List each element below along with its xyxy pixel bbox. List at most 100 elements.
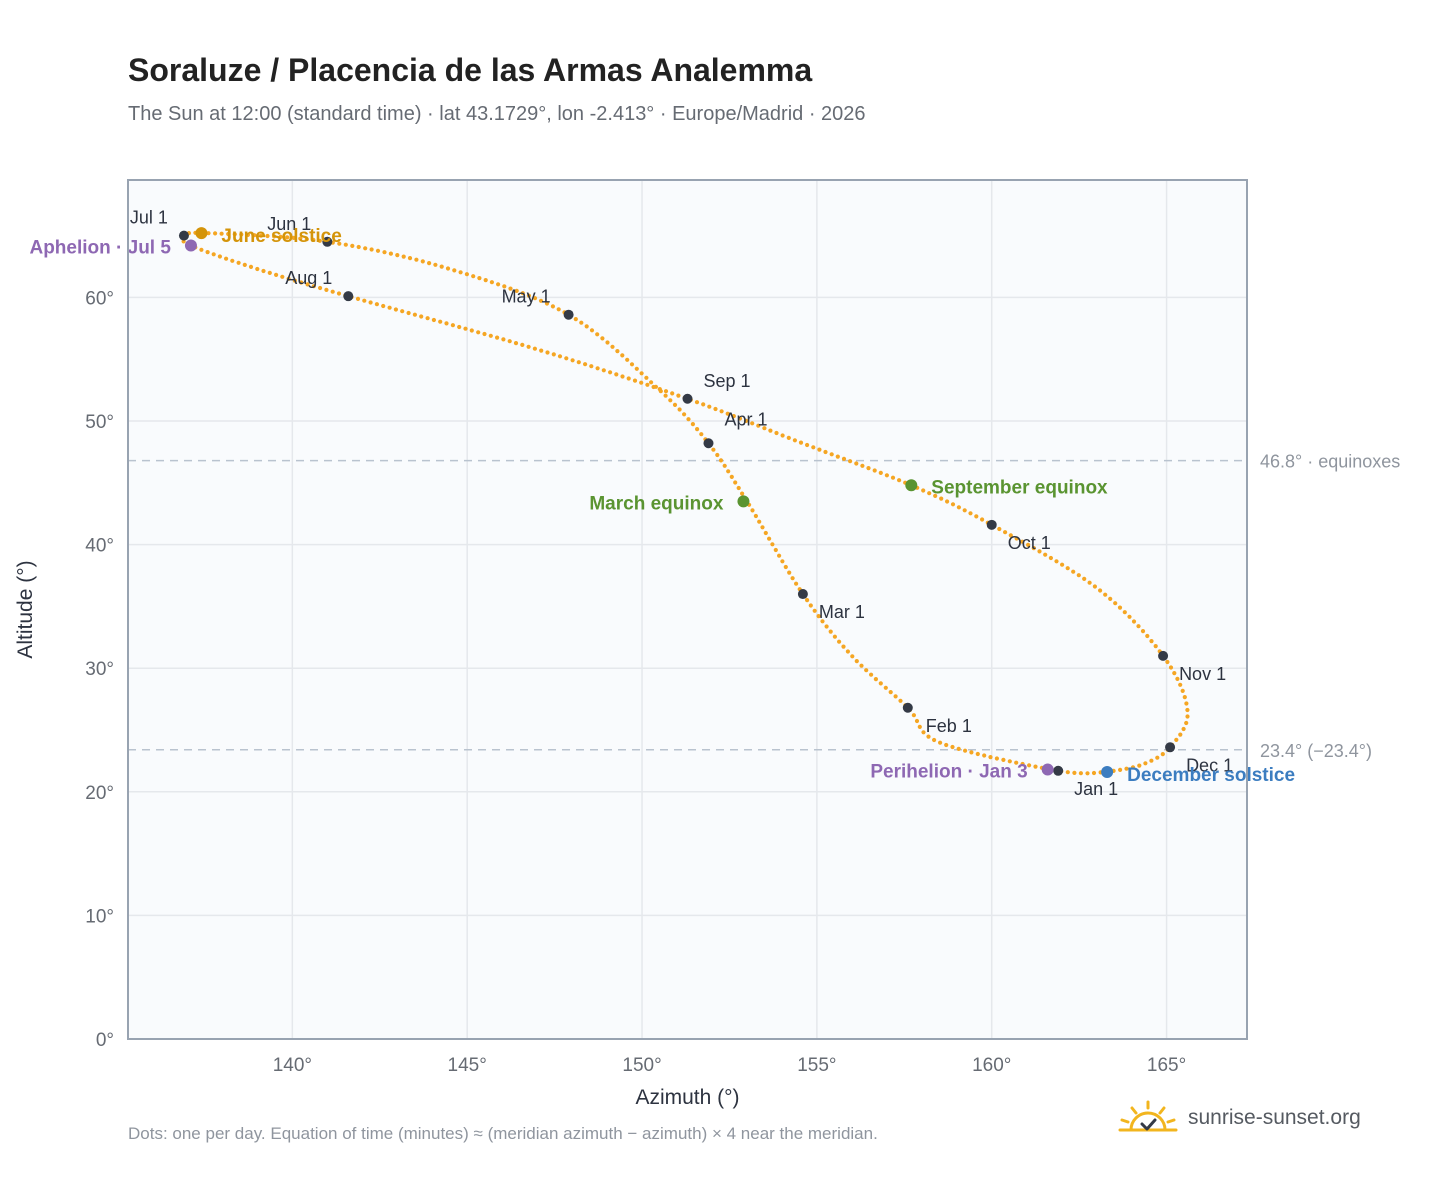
y-tick-label: 30° [85, 659, 114, 680]
day-dot [682, 412, 687, 417]
month-label: Feb 1 [926, 716, 972, 736]
day-dot [774, 430, 779, 436]
day-dot [556, 307, 561, 312]
day-dot [1137, 763, 1142, 768]
day-dot [722, 463, 727, 468]
day-dot [780, 433, 785, 438]
day-dot [324, 287, 329, 292]
day-dot [994, 756, 1000, 761]
day-dot [1160, 752, 1165, 757]
day-dot [768, 428, 773, 433]
day-dot [715, 452, 720, 458]
day-dot [595, 332, 600, 337]
y-tick-label: 10° [85, 906, 114, 927]
month-marker [986, 519, 997, 530]
special-point [195, 227, 208, 240]
day-dot [670, 391, 675, 396]
day-dot [921, 730, 926, 735]
day-dot [520, 342, 525, 347]
day-dot [1026, 542, 1031, 548]
day-dot [859, 663, 864, 668]
day-dot [828, 629, 833, 634]
month-label: Jan 1 [1074, 779, 1118, 799]
day-dot [419, 314, 424, 319]
day-dot [265, 233, 270, 239]
day-dot [890, 475, 896, 480]
day-dot [663, 393, 668, 398]
day-dot [393, 307, 398, 312]
special-point [1101, 766, 1114, 779]
day-dot [507, 339, 512, 344]
day-dot [1178, 682, 1183, 687]
day-dot [477, 276, 482, 281]
day-dot [926, 734, 931, 739]
day-dot [1071, 569, 1076, 574]
day-dot [845, 649, 851, 654]
day-dot [1060, 562, 1065, 567]
day-dot [783, 564, 788, 570]
day-dot [337, 241, 342, 246]
day-dot [1082, 576, 1087, 582]
month-label: May 1 [502, 287, 551, 307]
day-dot [286, 276, 291, 281]
special-point [737, 495, 750, 508]
footnote: Dots: one per day. Equation of time (min… [128, 1124, 878, 1143]
day-dot [657, 387, 662, 392]
y-tick-label: 0° [96, 1030, 114, 1051]
day-dot [601, 368, 606, 373]
day-dot [726, 469, 731, 474]
day-dot [740, 491, 745, 496]
day-dot [744, 418, 749, 423]
day-dot [974, 514, 979, 519]
x-tick-label: 160° [972, 1055, 1011, 1076]
month-label: Nov 1 [1179, 664, 1226, 684]
day-dot [639, 380, 644, 385]
day-dot [812, 608, 817, 613]
day-dot [469, 328, 474, 333]
day-dot [787, 570, 792, 575]
day-dot [232, 232, 237, 237]
day-dot [431, 317, 436, 323]
day-dot [980, 517, 985, 522]
day-dot [450, 323, 455, 328]
day-dot [897, 478, 902, 483]
day-dot [311, 284, 316, 289]
day-dot [1007, 759, 1012, 764]
plot-frame [127, 179, 1248, 1040]
month-marker [1053, 765, 1064, 776]
day-dot [573, 317, 578, 322]
day-dot [206, 231, 211, 236]
month-marker [178, 230, 189, 241]
day-dot [817, 447, 822, 452]
day-dot [927, 491, 932, 496]
day-dot [245, 232, 250, 237]
day-dot [866, 466, 871, 471]
day-dot [318, 285, 323, 291]
day-dot [832, 634, 838, 639]
day-dot [820, 619, 825, 624]
day-dot [488, 333, 493, 338]
day-dot [1078, 771, 1083, 776]
month-label: Oct 1 [1008, 533, 1051, 553]
day-dot [824, 624, 829, 629]
day-dot [938, 740, 943, 745]
day-dot [629, 362, 635, 367]
day-dot [1108, 596, 1113, 602]
x-tick-label: 140° [273, 1055, 312, 1076]
x-tick-label: 150° [622, 1055, 661, 1076]
day-dot [482, 331, 487, 337]
special-point-label: September equinox [931, 477, 1108, 498]
day-dot [805, 442, 810, 448]
day-dot [610, 344, 615, 349]
brand[interactable]: sunrise-sunset.org [1118, 1100, 1361, 1136]
day-dot [458, 270, 463, 275]
day-dot [632, 378, 638, 383]
day-dot [589, 328, 595, 333]
day-dot [805, 598, 810, 603]
day-dot [1098, 588, 1103, 593]
day-dot [1124, 766, 1129, 771]
day-dot [1181, 726, 1186, 732]
day-dot [777, 553, 782, 558]
day-dot [932, 737, 937, 743]
